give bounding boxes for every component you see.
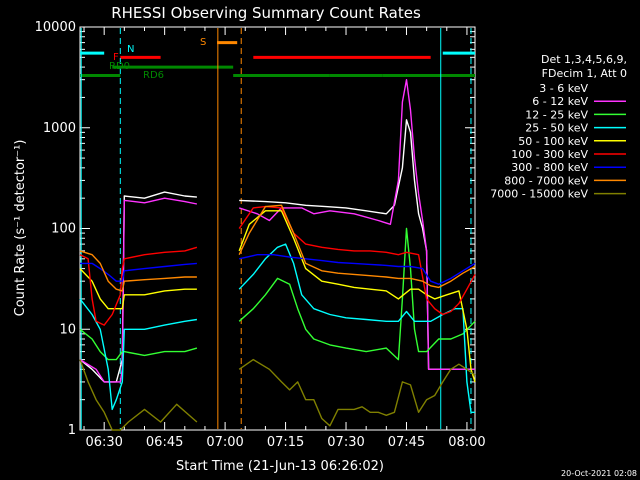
legend: Det 1,3,4,5,6,9, FDecim 1, Att 0 3 - 6 k… — [490, 53, 627, 201]
x-tick-label: 06:30 — [85, 435, 122, 450]
legend-entry-label: 300 - 800 keV — [511, 161, 588, 174]
series-line-7 — [79, 204, 476, 292]
x-tick-label: 06:45 — [146, 435, 183, 450]
legend-entry-label: 7000 - 15000 keV — [490, 188, 588, 201]
x-tick-label: 07:30 — [327, 435, 364, 450]
x-tick-label: 07:15 — [267, 435, 304, 450]
legend-entry-label: 50 - 100 keV — [518, 135, 588, 148]
y-tick-label: 10000 — [35, 20, 76, 35]
legend-header-line-2: FDecim 1, Att 0 — [542, 67, 627, 80]
y-tick-label: 1000 — [43, 121, 76, 136]
legend-entry-label: 12 - 25 keV — [525, 108, 588, 121]
series-line-0 — [79, 119, 475, 383]
x-axis-label: Start Time (21-Jun-13 06:26:02) — [176, 459, 384, 474]
series-lines — [79, 79, 476, 431]
date-stamp: 20-Oct-2021 02:08 — [561, 469, 637, 478]
legend-header-line-1: Det 1,3,4,5,6,9, — [541, 53, 627, 66]
annotation-label: S — [200, 37, 206, 48]
legend-entry-label: 800 - 7000 keV — [504, 174, 588, 187]
series-line-8 — [79, 358, 476, 431]
axis-ticks: 06:30 06:45 07:00 07:15 07:30 07:45 08:00 1 10 10… — [35, 20, 486, 450]
series-line-6 — [80, 254, 476, 285]
series-line-4 — [79, 210, 476, 383]
series-line-5 — [79, 205, 476, 326]
series-line-3 — [79, 243, 475, 413]
annotation-label: N — [127, 44, 134, 55]
legend-entry-label: 6 - 12 keV — [532, 95, 588, 108]
legend-entry-label: 25 - 50 keV — [525, 122, 588, 135]
legend-entry-label: 100 - 300 keV — [511, 148, 588, 161]
plot-frame — [79, 26, 476, 431]
y-tick-label: 1 — [68, 423, 76, 438]
y-tick-label: 100 — [51, 222, 76, 237]
annotation-label: RD6 — [143, 70, 164, 81]
time-markers — [80, 28, 472, 429]
y-tick-label: 10 — [59, 322, 76, 337]
series-line-2 — [79, 227, 476, 361]
x-tick-label: 07:45 — [388, 435, 425, 450]
chart-title: RHESSI Observing Summary Count Rates — [111, 4, 421, 22]
y-axis-label: Count Rate (s⁻¹ detector⁻¹) — [13, 140, 28, 317]
x-tick-label: 08:00 — [448, 435, 485, 450]
flag-bars — [80, 41, 475, 78]
legend-entry-label: 3 - 6 keV — [539, 82, 588, 95]
annotation-label: F — [113, 52, 119, 63]
x-tick-label: 07:00 — [206, 435, 243, 450]
annotation-label: RD0 — [109, 61, 130, 72]
